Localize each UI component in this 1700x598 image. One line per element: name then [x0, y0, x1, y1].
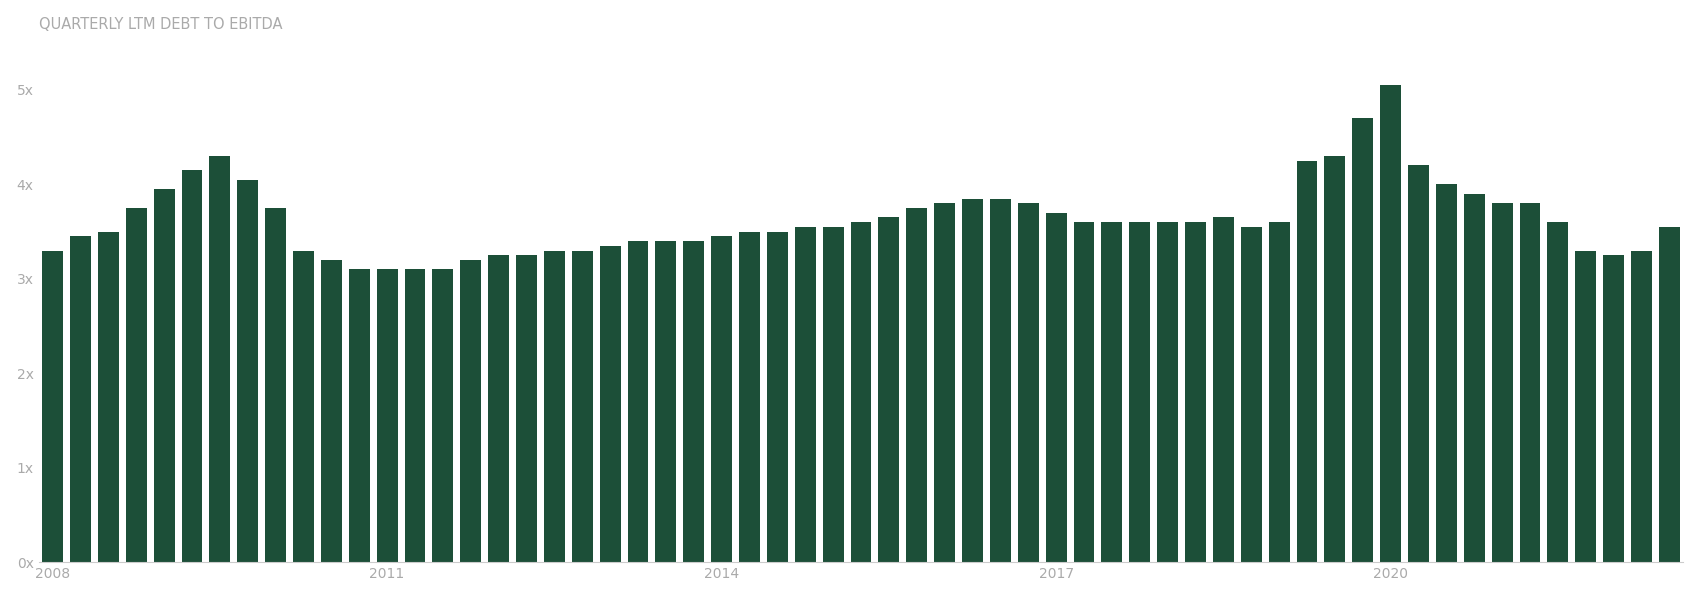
Bar	[1659, 227, 1680, 563]
Bar	[1297, 161, 1318, 563]
Bar	[153, 189, 175, 563]
Bar	[1491, 203, 1513, 563]
Bar	[1436, 184, 1457, 563]
Bar	[600, 246, 620, 563]
Bar	[627, 241, 648, 563]
Bar	[42, 251, 63, 563]
Bar	[962, 199, 983, 563]
Bar	[850, 222, 872, 563]
Bar	[209, 156, 230, 563]
Bar	[126, 208, 146, 563]
Bar	[321, 260, 342, 563]
Bar	[1046, 213, 1066, 563]
Bar	[1630, 251, 1652, 563]
Bar	[796, 227, 816, 563]
Bar	[1185, 222, 1205, 563]
Bar	[182, 170, 202, 563]
Bar	[1158, 222, 1178, 563]
Text: QUARTERLY LTM DEBT TO EBITDA: QUARTERLY LTM DEBT TO EBITDA	[39, 17, 282, 32]
Bar	[1212, 218, 1234, 563]
Bar	[989, 199, 1012, 563]
Bar	[405, 270, 425, 563]
Bar	[432, 270, 454, 563]
Bar	[740, 231, 760, 563]
Bar	[935, 203, 955, 563]
Bar	[879, 218, 899, 563]
Bar	[1129, 222, 1151, 563]
Bar	[1352, 118, 1374, 563]
Bar	[1241, 227, 1261, 563]
Bar	[1324, 156, 1345, 563]
Bar	[1603, 255, 1624, 563]
Bar	[517, 255, 537, 563]
Bar	[823, 227, 843, 563]
Bar	[1408, 166, 1430, 563]
Bar	[1520, 203, 1540, 563]
Bar	[488, 255, 508, 563]
Bar	[711, 236, 733, 563]
Bar	[571, 251, 593, 563]
Bar	[461, 260, 481, 563]
Bar	[99, 231, 119, 563]
Bar	[1380, 85, 1401, 563]
Bar	[1268, 222, 1290, 563]
Bar	[1576, 251, 1596, 563]
Bar	[767, 231, 787, 563]
Bar	[656, 241, 677, 563]
Bar	[265, 208, 286, 563]
Bar	[1102, 222, 1122, 563]
Bar	[683, 241, 704, 563]
Bar	[1547, 222, 1569, 563]
Bar	[544, 251, 564, 563]
Bar	[906, 208, 926, 563]
Bar	[1073, 222, 1095, 563]
Bar	[377, 270, 398, 563]
Bar	[292, 251, 314, 563]
Bar	[348, 270, 369, 563]
Bar	[1018, 203, 1039, 563]
Bar	[238, 179, 258, 563]
Bar	[1464, 194, 1484, 563]
Bar	[70, 236, 90, 563]
